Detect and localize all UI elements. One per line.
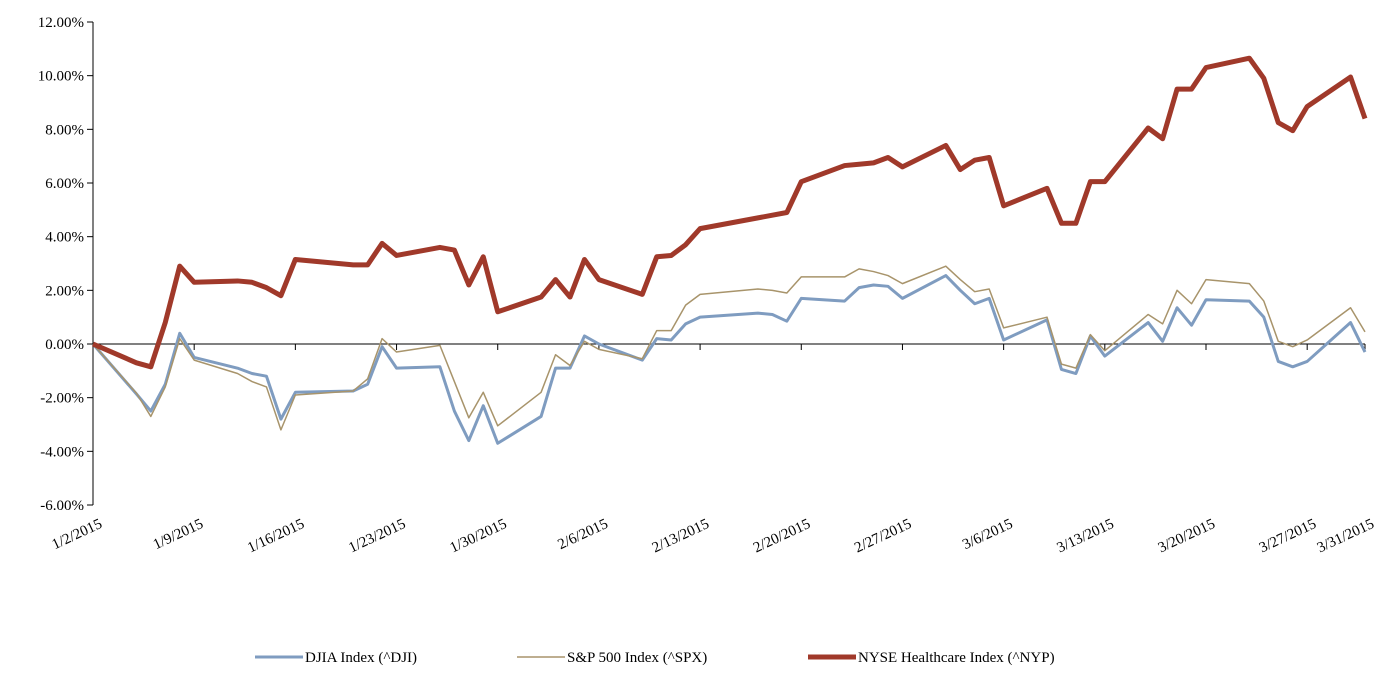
y-tick-label: 8.00%	[45, 122, 84, 138]
x-tick-label: 3/31/2015	[1315, 516, 1377, 556]
y-tick-label: 12.00%	[38, 15, 84, 31]
x-tick-label: 1/16/2015	[245, 516, 307, 556]
x-tick-label: 1/9/2015	[151, 516, 206, 553]
y-tick-label: 4.00%	[45, 230, 84, 246]
x-tick-label: 2/27/2015	[852, 516, 914, 556]
x-tick-label: 2/20/2015	[751, 516, 813, 556]
y-tick-label: -4.00%	[40, 444, 84, 460]
legend-label: NYSE Healthcare Index (^NYP)	[858, 650, 1055, 666]
x-tick-label: 1/23/2015	[346, 516, 408, 556]
x-tick-label: 2/6/2015	[555, 516, 610, 553]
series-line	[91, 274, 1367, 445]
y-tick-label: 0.00%	[45, 337, 84, 353]
x-tick-label: 3/13/2015	[1055, 516, 1117, 556]
x-tick-label: 2/13/2015	[650, 516, 712, 556]
y-tick-label: 10.00%	[38, 69, 84, 85]
y-tick-label: 6.00%	[45, 176, 84, 192]
x-tick-label: 3/20/2015	[1156, 516, 1218, 556]
y-tick-label: -2.00%	[40, 391, 84, 407]
x-tick-label: 3/27/2015	[1257, 516, 1319, 556]
series-line	[92, 55, 1368, 370]
x-tick-label: 1/2/2015	[50, 516, 105, 553]
x-tick-label: 1/30/2015	[448, 516, 510, 556]
series-line	[92, 265, 1366, 431]
y-tick-label: 2.00%	[45, 283, 84, 299]
legend-label: DJIA Index (^DJI)	[305, 650, 417, 666]
legend-label: S&P 500 Index (^SPX)	[567, 650, 707, 666]
x-tick-label: 3/6/2015	[960, 516, 1015, 553]
y-tick-label: -6.00%	[40, 498, 84, 514]
